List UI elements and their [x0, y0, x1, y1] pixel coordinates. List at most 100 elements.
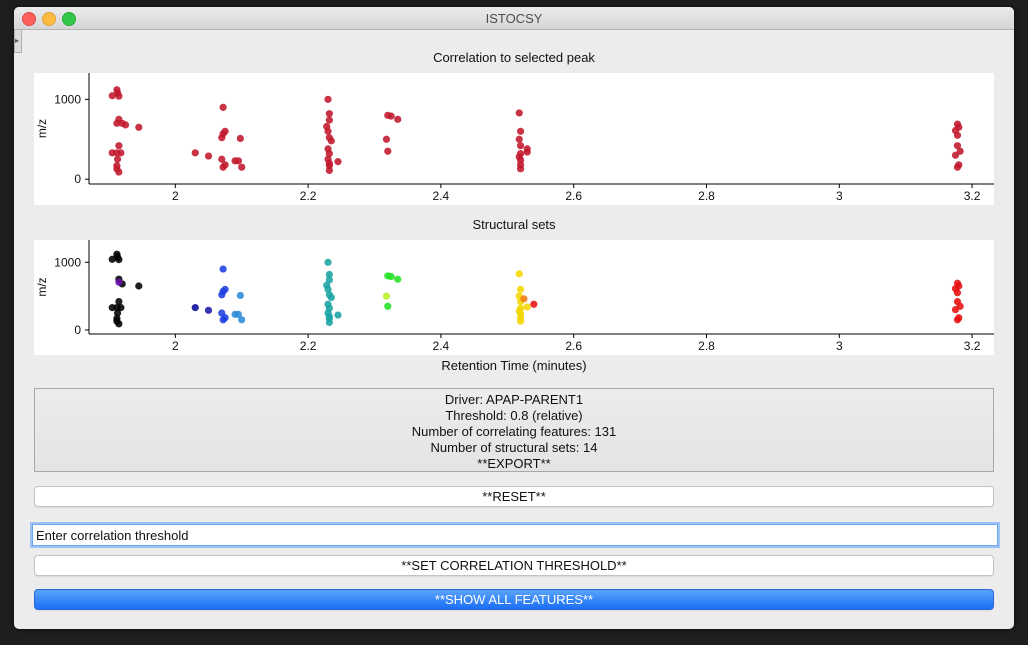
data-point[interactable] [325, 116, 333, 124]
data-point[interactable] [382, 135, 391, 143]
data-point[interactable] [523, 303, 531, 311]
data-point[interactable] [135, 282, 143, 290]
data-point[interactable] [325, 166, 333, 175]
data-point[interactable] [953, 131, 962, 139]
data-point[interactable] [520, 295, 528, 303]
data-point[interactable] [384, 302, 392, 310]
data-point[interactable] [325, 270, 333, 279]
data-point[interactable] [530, 300, 538, 308]
data-point[interactable] [334, 158, 342, 166]
data-point[interactable] [113, 119, 121, 127]
side-panel-handle[interactable]: ▸ [14, 29, 22, 53]
data-point[interactable] [218, 134, 226, 142]
data-point[interactable] [115, 278, 123, 286]
data-point[interactable] [394, 115, 402, 123]
istocsy-window: ISTOCSY ▸ Correlation to selected peak 1… [14, 7, 1014, 629]
data-point[interactable] [324, 258, 332, 266]
data-point[interactable] [115, 92, 123, 100]
data-point[interactable] [951, 306, 960, 314]
data-point[interactable] [238, 316, 246, 324]
data-point[interactable] [324, 127, 332, 135]
data-point[interactable] [219, 265, 227, 273]
data-point[interactable] [387, 112, 395, 120]
data-point[interactable] [113, 317, 121, 325]
data-point[interactable] [121, 121, 130, 129]
data-point[interactable] [219, 103, 227, 111]
data-point[interactable] [325, 276, 333, 284]
data-point[interactable] [115, 142, 123, 150]
data-point[interactable] [515, 109, 523, 117]
data-point[interactable] [113, 155, 122, 163]
data-point[interactable] [218, 155, 226, 163]
data-point[interactable] [236, 291, 244, 300]
title-bar[interactable]: ISTOCSY [14, 7, 1014, 30]
data-point[interactable] [394, 275, 402, 283]
data-point[interactable] [523, 148, 531, 156]
data-point[interactable] [327, 137, 335, 145]
data-point[interactable] [516, 165, 525, 173]
set-correlation-threshold-button[interactable]: **SET CORRELATION THRESHOLD** [34, 555, 994, 576]
data-point[interactable] [327, 293, 335, 302]
structural-sets-plot[interactable]: 1000 0 m/z 2 2.2 2.4 2.6 2.8 3 3.2 [34, 240, 994, 355]
data-point[interactable] [191, 304, 199, 312]
data-point[interactable] [516, 127, 525, 135]
data-point[interactable] [238, 163, 246, 171]
y-axis-label: m/z [35, 277, 49, 296]
data-point[interactable] [115, 297, 123, 306]
data-point[interactable] [516, 285, 525, 293]
data-point[interactable] [384, 147, 392, 155]
correlation-plot-canvas[interactable]: 1000 0 m/z 2 2.2 2.4 2.6 2.8 3 3.2 [34, 73, 994, 205]
data-point[interactable] [234, 310, 242, 318]
x-tick-label: 3 [836, 189, 843, 203]
data-point[interactable] [221, 285, 229, 293]
data-point[interactable] [382, 292, 391, 300]
export-link[interactable]: **EXPORT** [477, 456, 551, 471]
data-point[interactable] [325, 110, 333, 118]
data-point[interactable] [204, 152, 213, 160]
zoom-window-button[interactable] [62, 12, 76, 26]
data-point[interactable] [324, 95, 332, 103]
correlation-threshold-input[interactable] [32, 524, 998, 546]
data-point[interactable] [951, 151, 960, 159]
data-point[interactable] [113, 309, 122, 317]
data-point[interactable] [108, 304, 116, 312]
x-tick-label: 2.4 [433, 189, 450, 203]
data-point[interactable] [108, 255, 116, 263]
x-tick-label: 2.8 [698, 189, 715, 203]
data-point[interactable] [334, 311, 342, 319]
structural-sets-plot-canvas[interactable]: 1000 0 m/z 2 2.2 2.4 2.6 2.8 3 3.2 [34, 240, 994, 355]
data-point[interactable] [236, 134, 244, 143]
data-point[interactable] [953, 163, 962, 171]
data-point[interactable] [117, 304, 125, 312]
data-point[interactable] [953, 316, 962, 324]
correlation-plot[interactable]: 1000 0 m/z 2 2.2 2.4 2.6 2.8 3 3.2 [34, 73, 994, 205]
x-tick-label: 2.8 [698, 339, 715, 353]
data-point[interactable] [113, 165, 121, 173]
data-point[interactable] [135, 123, 143, 131]
close-window-button[interactable] [22, 12, 36, 26]
show-all-features-button[interactable]: **SHOW ALL FEATURES** [34, 589, 994, 610]
data-point[interactable] [221, 127, 229, 135]
data-point[interactable] [108, 149, 116, 157]
data-point[interactable] [117, 149, 125, 157]
data-point[interactable] [387, 272, 395, 281]
data-point[interactable] [204, 306, 213, 314]
data-point[interactable] [325, 150, 333, 158]
data-point[interactable] [234, 157, 242, 165]
data-point[interactable] [324, 285, 332, 293]
data-point[interactable] [218, 291, 226, 299]
data-point[interactable] [516, 142, 525, 150]
data-point[interactable] [515, 135, 523, 143]
minimize-window-button[interactable] [42, 12, 56, 26]
data-point[interactable] [219, 316, 227, 324]
data-point[interactable] [325, 318, 333, 327]
data-point[interactable] [953, 142, 962, 150]
reset-button[interactable]: **RESET** [34, 486, 994, 507]
data-point[interactable] [191, 149, 199, 157]
data-point[interactable] [108, 92, 116, 100]
data-point[interactable] [515, 270, 523, 278]
data-point[interactable] [219, 163, 227, 171]
data-point[interactable] [953, 289, 962, 297]
data-point[interactable] [115, 256, 123, 264]
data-point[interactable] [516, 317, 525, 325]
